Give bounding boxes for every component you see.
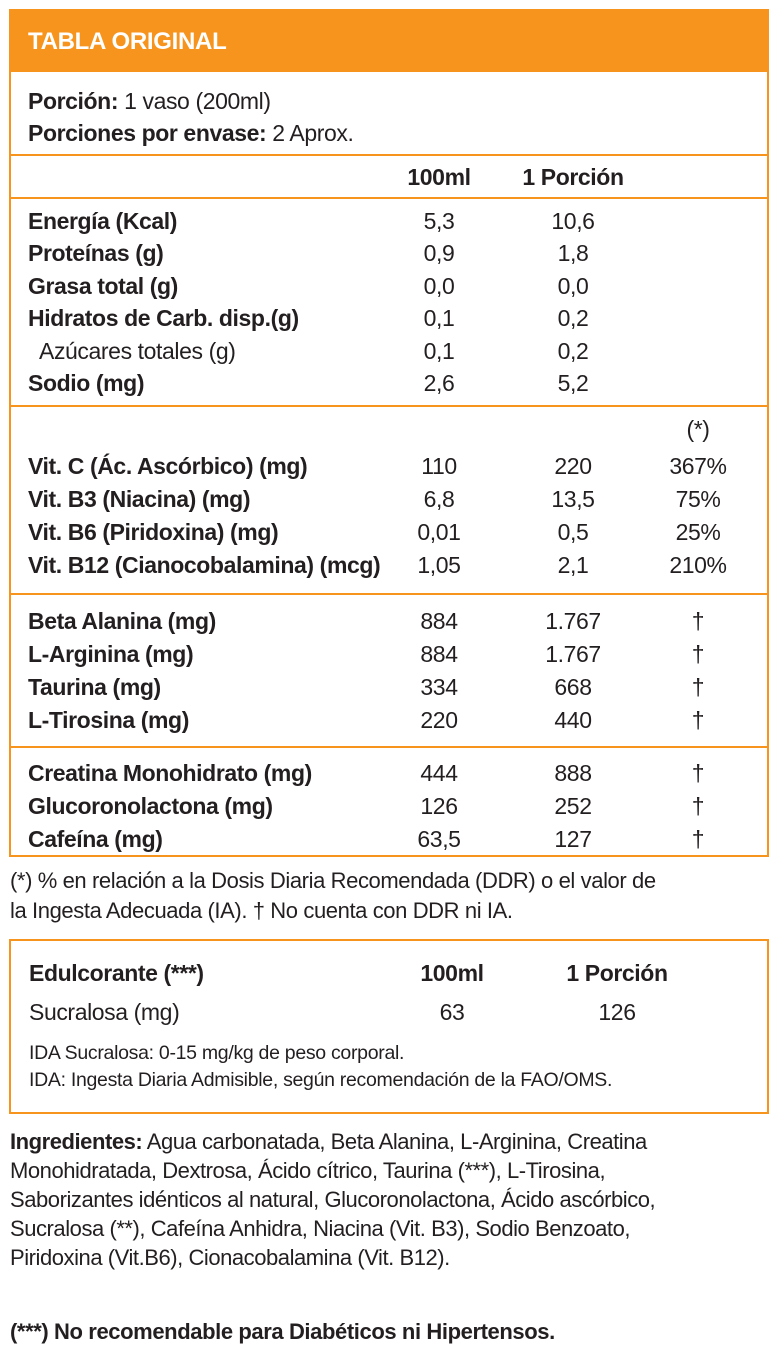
row-label: Creatina Monohidrato (mg)	[28, 760, 312, 786]
row-label: L-Tirosina (mg)	[28, 707, 189, 733]
row-value-100ml: 0,1	[423, 337, 455, 364]
serving-value: 1 vaso (200ml)	[118, 88, 271, 114]
row-value-pct: †	[691, 674, 705, 700]
row-label: Vit. C (Ác. Ascórbico) (mg)	[28, 453, 308, 479]
row-value-100ml: 0,01	[417, 519, 461, 545]
row-value-portion: 2,1	[557, 552, 589, 578]
row-value-portion: 220	[554, 453, 592, 479]
ingredients-text: Saborizantes idénticos al natural, Gluco…	[10, 1187, 656, 1212]
row-value-portion: 252	[554, 793, 592, 819]
divider	[11, 746, 767, 748]
row-label: Azúcares totales (g)	[39, 337, 236, 364]
table-header: TABLA ORIGINAL	[11, 11, 767, 72]
row-value-pct: †	[691, 826, 705, 852]
nutrition-table: TABLA ORIGINAL Porción: 1 vaso (200ml) P…	[9, 9, 769, 857]
row-value-100ml: 444	[420, 760, 458, 786]
row-label: Beta Alanina (mg)	[28, 608, 216, 634]
sweetener-col-100ml: 100ml	[420, 960, 484, 986]
sweetener-value-portion: 126	[598, 999, 636, 1025]
footnote-line: (*) % en relación a la Dosis Diaria Reco…	[10, 868, 656, 893]
col-header-pct: (*)	[686, 416, 710, 442]
row-label: Vit. B12 (Cianocobalamina) (mcg)	[28, 552, 381, 578]
row-value-portion: 5,2	[557, 370, 589, 396]
row-value-portion: 1.767	[545, 608, 601, 634]
divider	[11, 405, 767, 407]
row-value-pct: 75%	[675, 486, 721, 512]
row-label: Taurina (mg)	[28, 674, 161, 700]
servings-per-pack: Porciones por envase: 2 Aprox.	[28, 120, 354, 147]
sweetener-note: IDA: Ingesta Diaria Admisible, según rec…	[29, 1069, 613, 1091]
row-value-portion: 0,5	[557, 519, 589, 545]
row-value-100ml: 884	[420, 641, 458, 667]
col-header-100ml: 100ml	[407, 164, 471, 190]
row-label: Proteínas (g)	[28, 240, 164, 267]
row-value-100ml: 0,9	[423, 240, 455, 267]
ingredients-text: Monohidratada, Dextrosa, Ácido cítrico, …	[10, 1158, 606, 1183]
divider	[11, 197, 767, 199]
col-header-portion: 1 Porción	[522, 164, 624, 190]
divider	[11, 154, 767, 156]
row-value-100ml: 334	[420, 674, 458, 700]
divider	[11, 593, 767, 595]
row-value-100ml: 0,0	[423, 272, 455, 299]
row-value-pct: 25%	[675, 519, 721, 545]
serving-size: Porción: 1 vaso (200ml)	[28, 88, 271, 115]
ingredients: Ingredientes: Agua carbonatada, Beta Ala…	[10, 1127, 770, 1272]
row-label: Energía (Kcal)	[28, 208, 178, 234]
row-label: Hidratos de Carb. disp.(g)	[28, 305, 299, 332]
row-value-100ml: 884	[420, 608, 458, 634]
row-label: Vit. B3 (Niacina) (mg)	[28, 486, 251, 512]
row-value-portion: 0,0	[557, 272, 589, 299]
row-label: Glucoronolactona (mg)	[28, 793, 273, 819]
ingredients-text: Sucralosa (**), Cafeína Anhidra, Niacina…	[10, 1216, 631, 1241]
table-title: TABLA ORIGINAL	[28, 28, 227, 55]
row-value-100ml: 1,05	[417, 552, 461, 578]
servings-per-pack-label: Porciones por envase:	[28, 120, 267, 146]
sweetener-box: Edulcorante (***) 100ml 1 Porción Sucral…	[9, 939, 769, 1114]
sweetener-heading: Edulcorante (***)	[29, 960, 204, 986]
row-value-100ml: 63,5	[417, 826, 461, 852]
ingredients-text: Agua carbonatada, Beta Alanina, L-Argini…	[142, 1129, 648, 1154]
sweetener-note: IDA Sucralosa: 0-15 mg/kg de peso corpor…	[29, 1042, 405, 1064]
row-value-portion: 668	[554, 674, 592, 700]
row-value-portion: 1,8	[557, 240, 589, 267]
ingredients-text: Piridoxina (Vit.B6), Cionacobalamina (Vi…	[10, 1245, 450, 1270]
ingredients-label: Ingredientes:	[10, 1129, 143, 1154]
row-label: Vit. B6 (Piridoxina) (mg)	[28, 519, 279, 545]
row-value-portion: 440	[554, 707, 592, 733]
row-label: Cafeína (mg)	[28, 826, 163, 852]
servings-per-pack-value: 2 Aprox.	[266, 120, 354, 146]
row-label: Sodio (mg)	[28, 370, 145, 396]
row-value-portion: 13,5	[551, 486, 595, 512]
sweetener-col-portion: 1 Porción	[566, 960, 668, 986]
row-value-portion: 0,2	[557, 337, 589, 364]
serving-label: Porción:	[28, 88, 119, 114]
row-value-100ml: 5,3	[423, 208, 455, 234]
row-value-portion: 888	[554, 760, 592, 786]
row-value-100ml: 6,8	[423, 486, 455, 512]
footnote-line: la Ingesta Adecuada (IA). † No cuenta co…	[10, 898, 513, 923]
row-label: L-Arginina (mg)	[28, 641, 194, 667]
row-value-pct: 210%	[669, 552, 727, 578]
row-value-100ml: 0,1	[423, 305, 455, 332]
row-value-pct: †	[691, 608, 705, 634]
sweetener-name: Sucralosa (mg)	[29, 999, 180, 1025]
row-value-pct: †	[691, 793, 705, 819]
row-value-pct: †	[691, 760, 705, 786]
row-value-100ml: 110	[421, 453, 457, 479]
sweetener-value-100ml: 63	[439, 999, 465, 1025]
warning-text: (***) No recomendable para Diabéticos ni…	[10, 1319, 555, 1344]
row-value-portion: 0,2	[557, 305, 589, 332]
row-value-portion: 127	[554, 826, 592, 852]
row-value-pct: 367%	[669, 453, 727, 479]
row-value-100ml: 220	[420, 707, 458, 733]
row-value-portion: 10,6	[551, 208, 595, 234]
row-value-pct: †	[691, 641, 705, 667]
row-value-portion: 1.767	[545, 641, 601, 667]
footnote: (*) % en relación a la Dosis Diaria Reco…	[10, 866, 656, 926]
row-value-100ml: 126	[420, 793, 458, 819]
row-value-pct: †	[691, 707, 705, 733]
row-label: Grasa total (g)	[28, 272, 178, 299]
row-value-100ml: 2,6	[423, 370, 455, 396]
